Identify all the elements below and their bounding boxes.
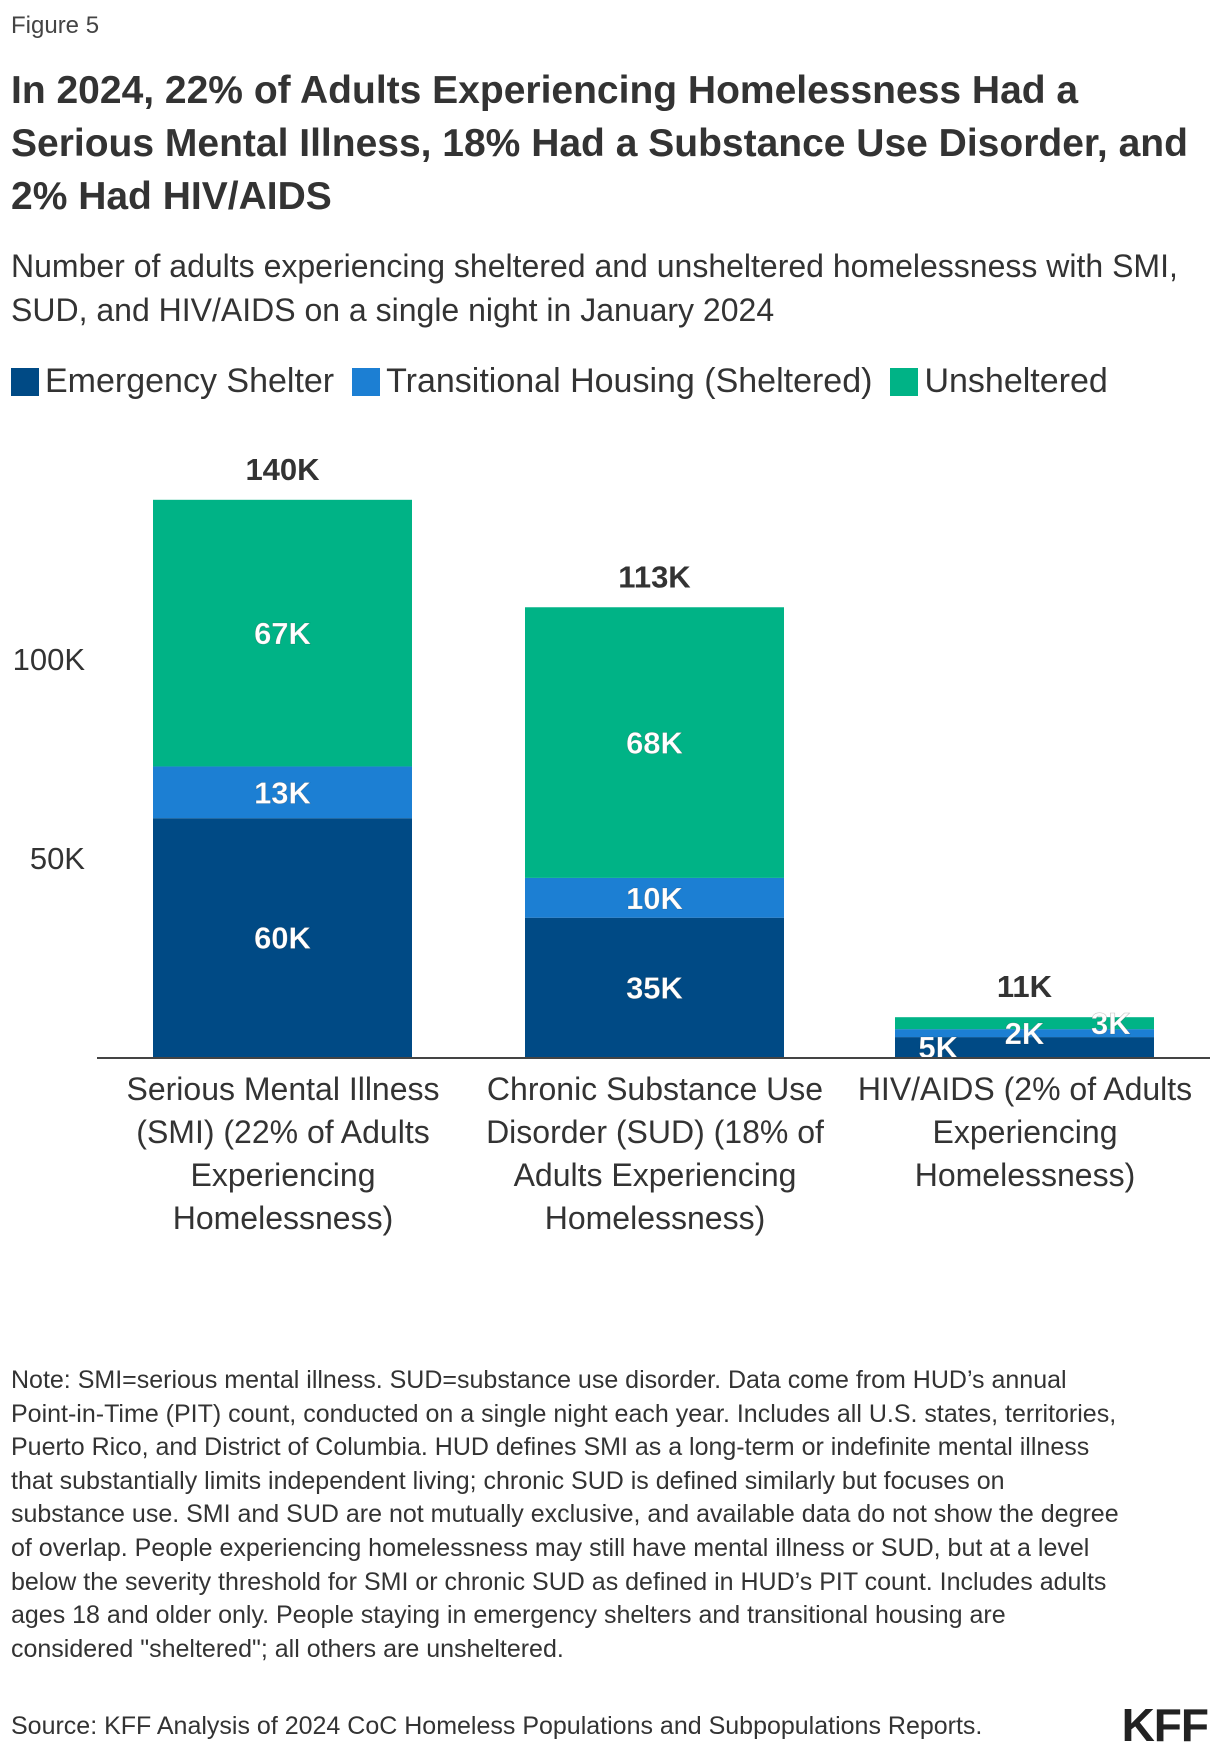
bar-segment <box>895 1017 1154 1030</box>
legend-swatch <box>352 367 381 396</box>
bar-segment <box>525 607 784 878</box>
total-label: 113K <box>618 559 691 594</box>
figure-label: Figure 5 <box>11 12 100 39</box>
legend-label: Transitional Housing (Sheltered) <box>386 362 873 400</box>
legend-item-unsheltered: Unsheltered <box>890 362 1108 401</box>
data-label: 13K <box>254 775 311 810</box>
data-label: 35K <box>626 970 683 1005</box>
chart-title: In 2024, 22% of Adults Experiencing Home… <box>11 69 1188 218</box>
bar-segment <box>525 917 784 1057</box>
kff-logo: KFF <box>1121 1699 1209 1751</box>
legend-swatch <box>11 367 39 396</box>
data-label: 60K <box>254 921 311 956</box>
total-label: 11K <box>997 969 1053 1004</box>
y-tick-label: 50K <box>30 841 85 876</box>
data-label: 10K <box>626 881 683 916</box>
legend-label: Emergency Shelter <box>45 362 335 400</box>
total-label: 140K <box>245 452 320 487</box>
bar-segment <box>153 766 412 819</box>
y-tick-label: 100K <box>13 642 86 677</box>
bar-segment <box>153 499 412 767</box>
data-label: 2K <box>1005 1016 1045 1051</box>
category-label-hiv: HIV/AIDS (2% of Adults Experiencing Home… <box>857 1071 1193 1193</box>
data-label: 3K <box>1091 1006 1131 1041</box>
legend-label: Unsheltered <box>924 362 1108 400</box>
category-label-smi: Serious Mental Illness (SMI) (22% of Adu… <box>126 1071 440 1236</box>
chart-subtitle: Number of adults experiencing sheltered … <box>11 248 1178 328</box>
bar-segment <box>895 1037 1154 1057</box>
data-label: 68K <box>626 726 683 761</box>
legend-swatch <box>890 367 919 396</box>
data-label: 5K <box>918 1030 958 1065</box>
legend: Emergency Shelter Transitional Housing (… <box>11 362 1126 401</box>
legend-item-transitional-housing: Transitional Housing (Sheltered) <box>352 362 872 401</box>
legend-item-emergency-shelter: Emergency Shelter <box>11 362 334 401</box>
bar-segment <box>153 818 412 1057</box>
bar-segment <box>525 877 784 918</box>
note: Note: SMI=serious mental illness. SUD=su… <box>11 1366 1119 1663</box>
data-label: 67K <box>254 616 311 651</box>
source: Source: KFF Analysis of 2024 CoC Homeles… <box>11 1712 983 1740</box>
bar-segment <box>895 1029 1154 1038</box>
category-label-sud: Chronic Substance Use Disorder (SUD) (18… <box>486 1071 824 1236</box>
